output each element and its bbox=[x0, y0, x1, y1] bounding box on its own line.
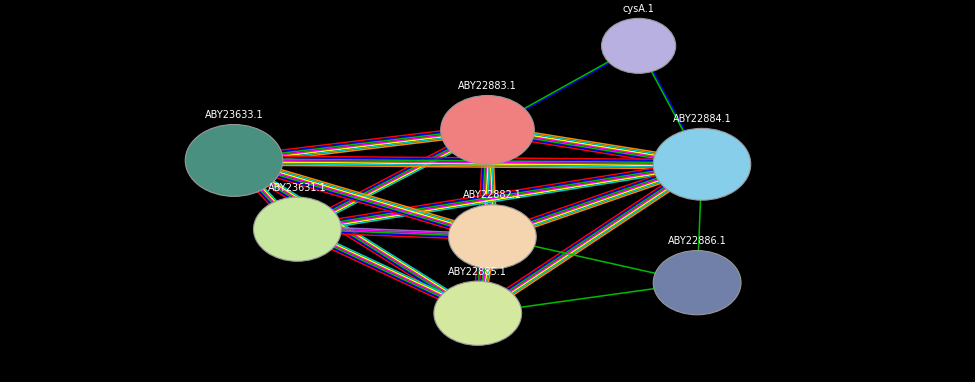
Ellipse shape bbox=[653, 128, 751, 200]
Text: ABY22886.1: ABY22886.1 bbox=[668, 236, 726, 246]
Ellipse shape bbox=[602, 18, 676, 73]
Text: ABY22883.1: ABY22883.1 bbox=[458, 81, 517, 91]
Ellipse shape bbox=[254, 197, 341, 261]
Ellipse shape bbox=[434, 281, 522, 345]
Text: ABY23631.1: ABY23631.1 bbox=[268, 183, 327, 193]
Ellipse shape bbox=[441, 96, 534, 164]
Text: cysA.1: cysA.1 bbox=[623, 4, 654, 14]
Text: ABY22882.1: ABY22882.1 bbox=[463, 190, 522, 200]
Text: ABY22884.1: ABY22884.1 bbox=[673, 114, 731, 124]
Text: ABY23633.1: ABY23633.1 bbox=[205, 110, 263, 120]
Ellipse shape bbox=[448, 205, 536, 269]
Ellipse shape bbox=[653, 251, 741, 315]
Text: ABY22885.1: ABY22885.1 bbox=[448, 267, 507, 277]
Ellipse shape bbox=[185, 125, 283, 196]
